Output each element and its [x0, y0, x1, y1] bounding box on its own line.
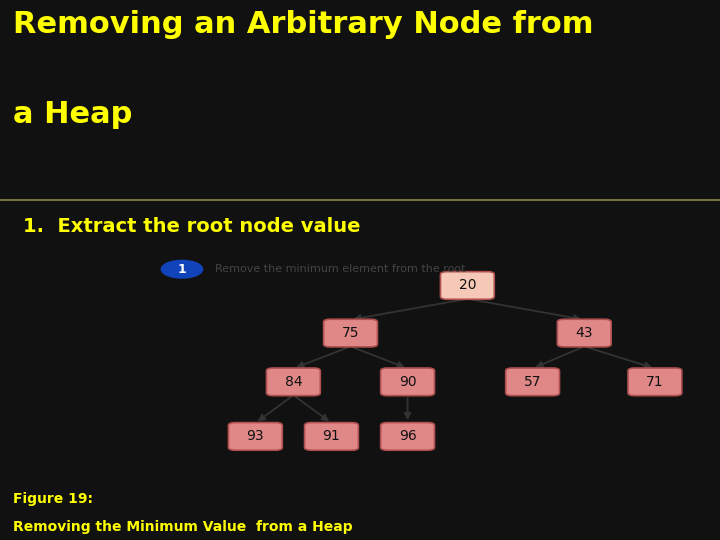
Text: 90: 90 [399, 375, 416, 389]
Text: 71: 71 [646, 375, 664, 389]
Text: 20: 20 [459, 279, 476, 293]
Text: Removing an Arbitrary Node from: Removing an Arbitrary Node from [13, 10, 593, 39]
FancyBboxPatch shape [441, 272, 494, 299]
Text: a Heap: a Heap [13, 100, 132, 129]
FancyBboxPatch shape [228, 423, 282, 450]
Text: 75: 75 [342, 326, 359, 340]
Text: 43: 43 [575, 326, 593, 340]
Text: 57: 57 [524, 375, 541, 389]
Circle shape [161, 260, 202, 278]
Text: 96: 96 [399, 429, 416, 443]
Text: 1.  Extract the root node value: 1. Extract the root node value [23, 217, 361, 236]
Text: 84: 84 [284, 375, 302, 389]
FancyBboxPatch shape [505, 368, 559, 396]
FancyBboxPatch shape [266, 368, 320, 396]
Text: 1: 1 [178, 263, 186, 276]
FancyBboxPatch shape [557, 319, 611, 347]
Text: 91: 91 [323, 429, 341, 443]
Text: Remove the minimum element from the root: Remove the minimum element from the root [215, 264, 465, 274]
FancyBboxPatch shape [381, 423, 434, 450]
Text: Figure 19:: Figure 19: [13, 492, 93, 506]
Text: 93: 93 [246, 429, 264, 443]
FancyBboxPatch shape [323, 319, 377, 347]
FancyBboxPatch shape [381, 368, 434, 396]
FancyBboxPatch shape [305, 423, 359, 450]
FancyBboxPatch shape [628, 368, 682, 396]
Text: Removing the Minimum Value  from a Heap: Removing the Minimum Value from a Heap [13, 519, 353, 534]
